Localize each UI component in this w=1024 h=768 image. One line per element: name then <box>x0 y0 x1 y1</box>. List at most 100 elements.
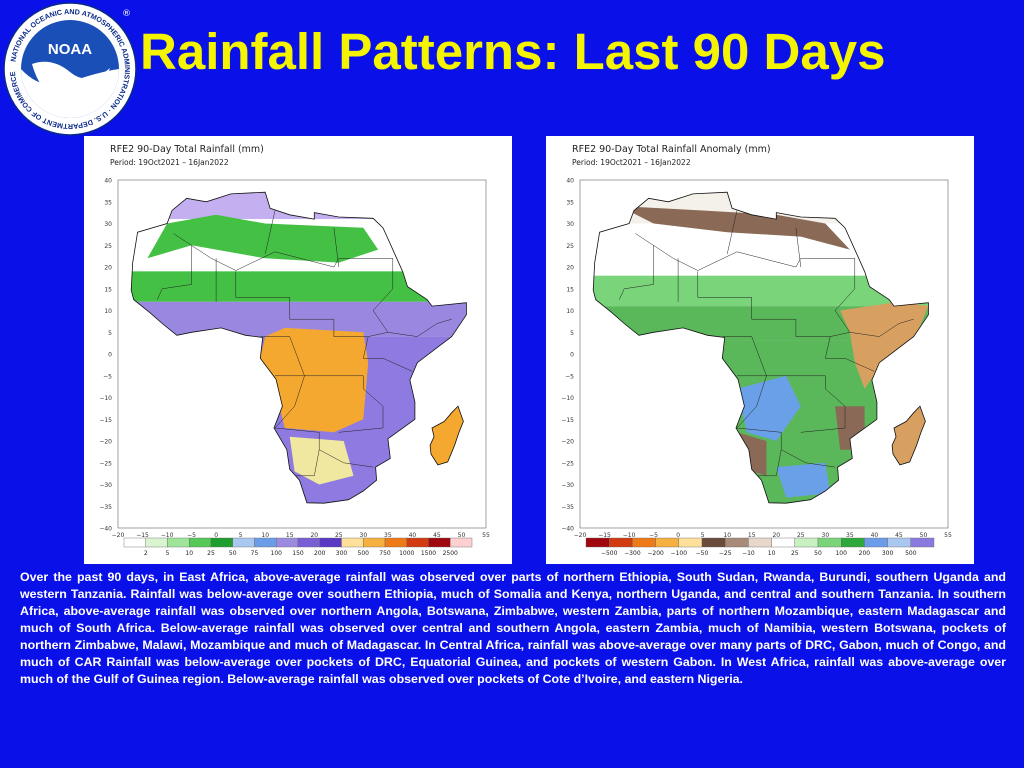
legend-label: 25 <box>207 550 215 557</box>
lon-tick-label: 25 <box>797 532 805 539</box>
country-border <box>737 375 846 433</box>
lat-tick-label: −35 <box>99 504 112 511</box>
page-title: Rainfall Patterns: Last 90 Days <box>140 23 886 80</box>
legend-label: 300 <box>336 550 348 557</box>
country-border <box>795 227 802 268</box>
legend-color-box <box>701 537 726 548</box>
legend-label: 10 <box>185 550 193 557</box>
lon-tick-label: −15 <box>136 532 149 539</box>
lon-tick-label: 45 <box>895 532 903 539</box>
lon-tick-label: 55 <box>944 532 952 539</box>
lon-tick-label: 40 <box>409 532 417 539</box>
lat-tick-label: −25 <box>561 460 574 467</box>
lat-tick-label: 40 <box>566 178 574 185</box>
lon-tick-label: 45 <box>433 532 441 539</box>
lat-tick-label: 35 <box>104 199 112 206</box>
lon-tick-label: 0 <box>214 532 218 539</box>
lon-tick-label: 10 <box>261 532 269 539</box>
country-border <box>372 258 452 337</box>
lon-tick-label: 55 <box>482 532 490 539</box>
rainfall-shading <box>131 192 467 504</box>
legend-label: 50 <box>229 550 237 557</box>
lon-tick-label: 15 <box>286 532 294 539</box>
madagascar-coastline <box>891 405 926 466</box>
lon-tick-label: −5 <box>649 532 658 539</box>
lat-tick-label: 30 <box>104 221 112 228</box>
region-sahel <box>131 271 467 302</box>
legend-color-box <box>585 537 610 548</box>
lat-tick-label: −30 <box>561 482 574 489</box>
lon-tick-label: 20 <box>310 532 318 539</box>
country-border <box>264 210 276 255</box>
lat-tick-label: −15 <box>561 417 574 424</box>
region-north-green <box>147 214 379 263</box>
africa-landmass <box>592 191 929 504</box>
legend-color-box <box>609 537 633 548</box>
legend-color-box <box>297 537 320 548</box>
lon-tick-label: 20 <box>772 532 780 539</box>
madagascar-coastline <box>429 405 464 466</box>
lat-tick-label: 5 <box>108 330 112 337</box>
legend-label: 200 <box>314 550 326 557</box>
country-border <box>824 336 875 372</box>
region-north-coast <box>131 192 467 220</box>
legend-color-box <box>655 537 679 548</box>
lat-tick-label: 10 <box>566 308 574 315</box>
country-border <box>781 449 836 468</box>
legend-label: −50 <box>696 550 709 557</box>
lat-tick-label: 40 <box>104 178 112 185</box>
legend-label: 1000 <box>399 550 414 557</box>
legend-label: 300 <box>882 550 894 557</box>
legend-label: 1500 <box>421 550 436 557</box>
country-border <box>834 258 914 337</box>
lon-tick-label: −20 <box>112 532 125 539</box>
logo-text: NOAA <box>48 41 92 58</box>
legend-label: 500 <box>358 550 370 557</box>
country-border <box>333 227 340 268</box>
lon-tick-label: −15 <box>598 532 611 539</box>
country-border <box>697 271 850 337</box>
lat-tick-label: 10 <box>104 308 112 315</box>
legend-label: 2500 <box>443 550 458 557</box>
summary-paragraph: Over the past 90 days, in East Africa, a… <box>20 570 1006 686</box>
lon-tick-label: 40 <box>871 532 879 539</box>
lon-tick-label: 5 <box>701 532 705 539</box>
lon-tick-label: 5 <box>239 532 243 539</box>
legend-label: −200 <box>647 550 664 557</box>
lon-axis-labels: −20 −15 −10 −5 0 5 10 15 20 25 30 35 40 45 50 55 <box>112 532 490 539</box>
logo-registered-mark: ® <box>122 9 131 19</box>
legend-color-box <box>864 537 888 548</box>
legend-color-box <box>145 537 168 548</box>
legend-label: 100 <box>271 550 283 557</box>
region-north-dry <box>619 206 850 250</box>
region-sahel <box>593 275 929 307</box>
lon-tick-label: 15 <box>748 532 756 539</box>
africa-landmass <box>130 191 467 504</box>
legend-label: 5 <box>166 550 170 557</box>
lon-tick-label: 0 <box>676 532 680 539</box>
legend-color-box <box>678 537 703 548</box>
legend-color-box <box>841 537 865 548</box>
lat-tick-label: −35 <box>561 504 574 511</box>
rainfall-anomaly-map-panel: RFE2 90-Day Total Rainfall Anomaly (mm) … <box>546 136 974 564</box>
legend-color-box <box>428 537 451 548</box>
region-mozambique-dry <box>835 406 865 450</box>
lat-tick-label: −10 <box>99 395 112 402</box>
legend-label: 750 <box>379 550 391 557</box>
map-period: Period: 19Oct2021 – 16Jan2022 <box>572 158 691 167</box>
lon-tick-label: 30 <box>360 532 368 539</box>
lat-tick-label: 35 <box>566 199 574 206</box>
map-frame <box>579 179 949 529</box>
lat-axis-labels: 40 35 30 25 20 15 10 5 0 −5 −10 −15 −20 −25 −30 −35 −40 <box>99 178 112 533</box>
map-frame <box>117 179 487 529</box>
legend-label: −25 <box>719 550 732 557</box>
country-border <box>319 449 374 468</box>
legend-color-box <box>210 537 233 548</box>
legend-color-box <box>123 537 146 548</box>
region-southwest-wet <box>737 375 801 441</box>
country-border <box>635 233 855 271</box>
lat-tick-label: 30 <box>566 221 574 228</box>
lon-tick-label: 10 <box>723 532 731 539</box>
lat-tick-label: 15 <box>104 286 112 293</box>
rainfall-total-map-panel: RFE2 90-Day Total Rainfall (mm) Period: … <box>84 136 512 564</box>
